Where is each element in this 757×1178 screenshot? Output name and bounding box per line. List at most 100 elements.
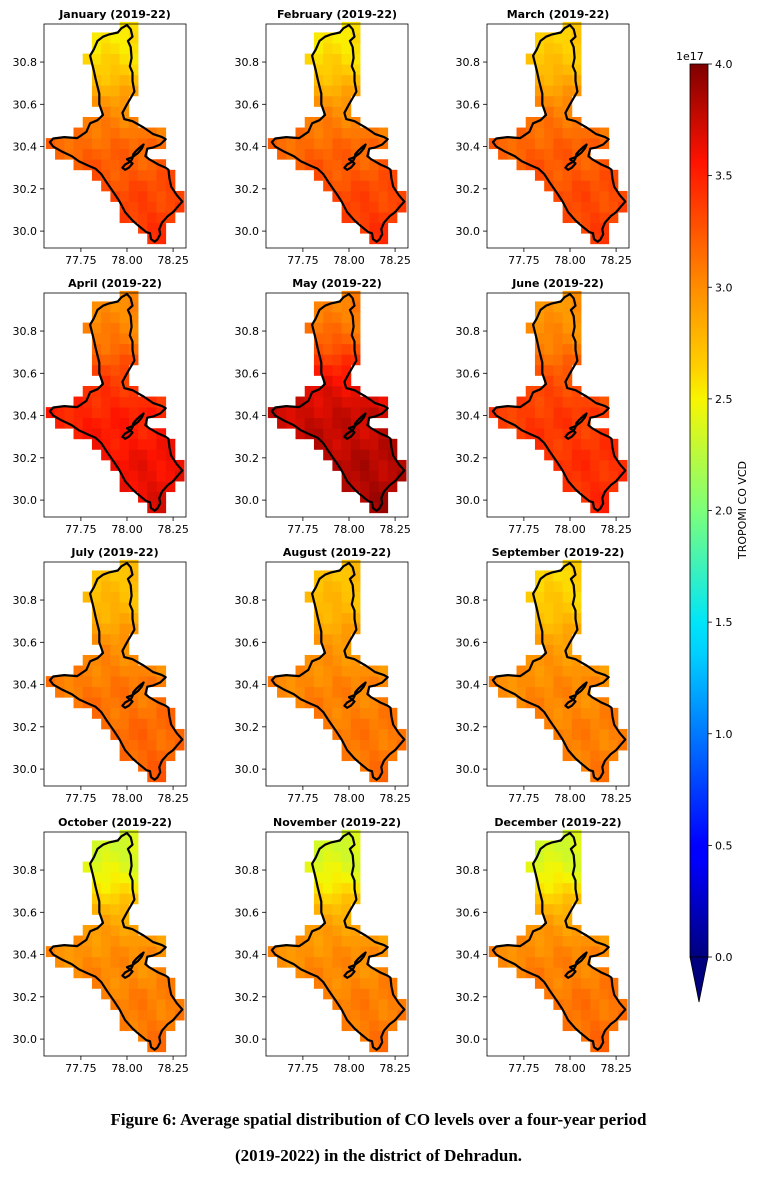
heat-cell <box>323 665 333 677</box>
heat-cell <box>534 623 545 635</box>
heat-cell <box>119 385 130 397</box>
heat-cell <box>332 602 343 614</box>
heatmap-cells <box>267 559 407 783</box>
heat-cell <box>350 201 361 213</box>
heat-cell <box>82 861 93 873</box>
heat-cell <box>378 396 389 408</box>
heat-cell <box>534 333 545 345</box>
heat-cell <box>516 396 527 408</box>
heat-cell <box>119 312 130 323</box>
heat-cell <box>73 428 84 440</box>
y-tick-label: 30.0 <box>235 1033 260 1046</box>
heat-cell <box>360 449 370 461</box>
heat-cell <box>360 169 370 181</box>
heat-cell <box>387 190 398 202</box>
heat-cell <box>387 212 398 224</box>
heat-cell <box>562 1020 573 1032</box>
heat-cell <box>323 654 333 666</box>
heat-cell <box>534 570 545 582</box>
heat-cell <box>590 998 600 1010</box>
heat-cell <box>119 686 130 698</box>
heat-cell <box>73 967 84 979</box>
heat-cell <box>138 686 148 698</box>
heat-cell <box>341 924 352 936</box>
heat-cell <box>544 64 554 76</box>
heat-cell <box>277 148 287 160</box>
heat-cell <box>516 407 527 419</box>
heat-cell <box>534 159 545 171</box>
heat-cell <box>313 169 324 181</box>
heat-cell <box>341 301 352 313</box>
heat-cell <box>396 459 407 471</box>
heat-cell <box>599 998 610 1010</box>
y-tick-label: 30.8 <box>456 864 481 877</box>
heat-cell <box>101 127 111 139</box>
heat-cell <box>138 159 148 171</box>
heat-cell <box>360 665 370 677</box>
heat-cell <box>571 74 582 86</box>
heat-cell <box>498 407 508 419</box>
heat-cell <box>323 322 333 334</box>
heat-cell <box>378 459 389 471</box>
heat-cell <box>119 665 130 677</box>
heat-cell <box>534 312 545 323</box>
heat-cell <box>174 470 185 482</box>
heat-cell <box>534 95 545 107</box>
heat-cell <box>313 438 324 450</box>
heat-cell <box>553 697 564 709</box>
heat-cell <box>360 718 370 730</box>
heat-cell <box>332 591 343 603</box>
heat-cell <box>128 581 139 592</box>
panel-title: February (2019-22) <box>277 8 397 21</box>
heat-cell <box>147 428 157 440</box>
heat-cell <box>553 967 564 979</box>
panel-december: December (2019-22)77.75 78.00 78.2530.830.… <box>456 816 632 1075</box>
heat-cell <box>119 644 130 656</box>
heat-cell <box>156 1030 167 1042</box>
heat-cell <box>304 148 315 160</box>
heat-cell <box>378 998 389 1010</box>
heat-cell <box>553 623 564 635</box>
heat-cell <box>165 190 176 202</box>
heat-cell <box>165 728 176 740</box>
heat-cell <box>544 882 554 894</box>
heat-cell <box>64 407 74 419</box>
heat-cell <box>350 21 361 33</box>
heat-cell <box>581 946 591 958</box>
heat-cell <box>101 322 111 334</box>
panel-frame <box>486 831 630 1057</box>
district-boundary <box>270 832 406 1051</box>
y-tick-label: 30.4 <box>456 410 481 423</box>
heat-cell <box>119 707 130 719</box>
heat-cell <box>544 872 554 884</box>
heat-cell <box>119 449 130 461</box>
heat-cell <box>350 872 361 884</box>
heat-cell <box>341 623 352 635</box>
heat-cell <box>534 967 545 979</box>
heat-cell <box>553 159 564 171</box>
heat-cell <box>91 893 102 905</box>
heat-cell <box>304 407 315 419</box>
heat-cell <box>396 739 407 751</box>
panel-july: July (2019-22)77.75 78.00 78.2530.830.630.… <box>13 546 189 805</box>
heat-cell <box>571 665 582 677</box>
heat-cell <box>332 633 343 645</box>
heat-cell <box>295 697 306 709</box>
y-tick-label: 30.6 <box>13 367 38 380</box>
heat-cell <box>313 935 324 947</box>
heat-cell <box>608 1009 619 1021</box>
heat-cell <box>165 169 176 181</box>
heat-cell <box>101 676 111 688</box>
heat-cell <box>544 956 554 968</box>
heat-cell <box>332 43 343 54</box>
heat-cell <box>156 491 167 503</box>
heat-cell <box>323 893 333 905</box>
heat-cell <box>350 127 361 139</box>
heat-cell <box>323 396 333 408</box>
heat-cell <box>534 665 545 677</box>
heat-cell <box>295 127 306 139</box>
heat-cell <box>525 861 536 873</box>
heat-cell <box>553 872 564 884</box>
heat-cell <box>350 74 361 86</box>
heat-cell <box>119 591 130 603</box>
